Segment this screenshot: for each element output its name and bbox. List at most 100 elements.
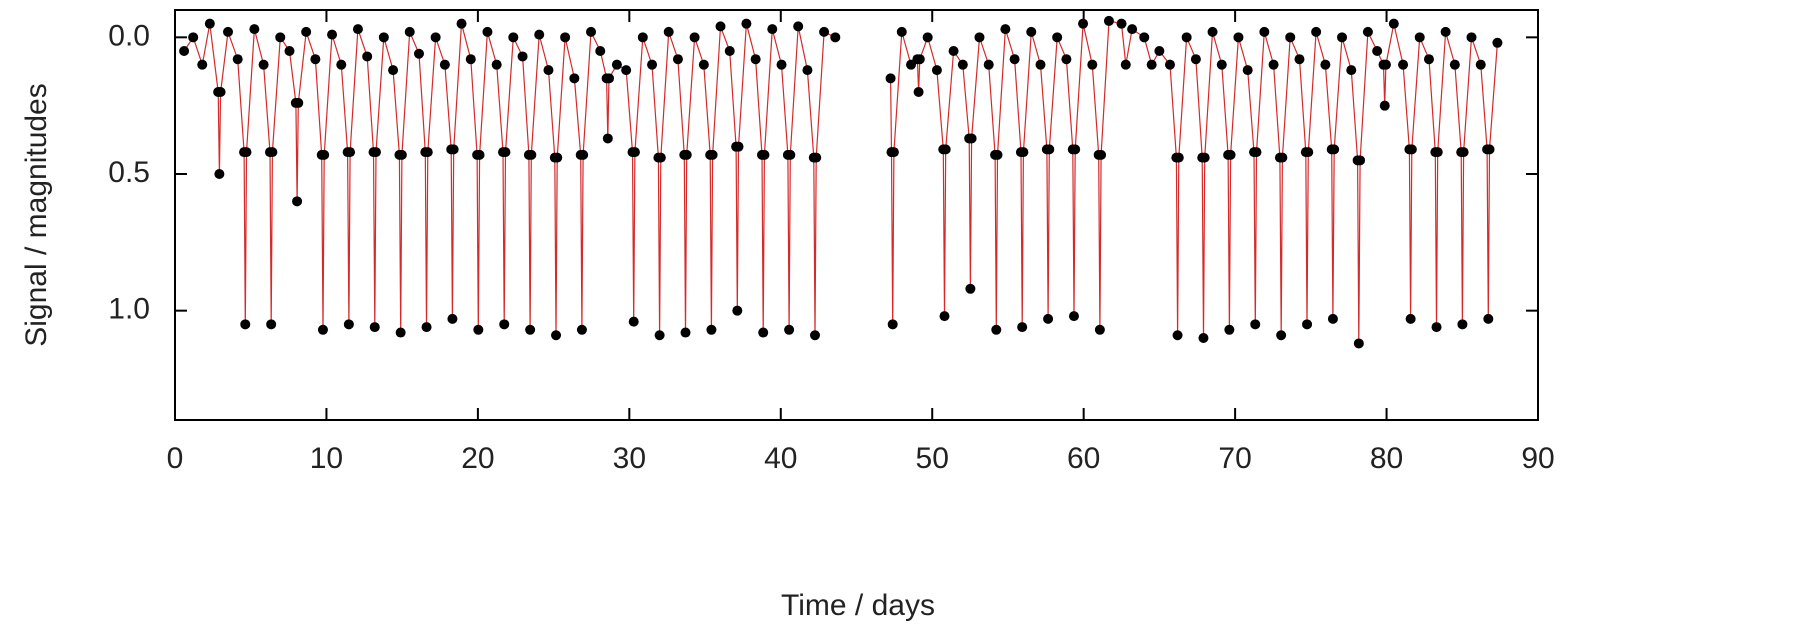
data-point: [396, 149, 407, 160]
data-point: [1233, 32, 1244, 43]
data-point: [1268, 59, 1279, 70]
data-point: [1070, 144, 1081, 155]
data-point: [1302, 319, 1313, 330]
data-point: [1127, 24, 1138, 35]
data-point: [715, 21, 726, 32]
data-point: [1224, 324, 1235, 335]
data-point: [939, 311, 950, 322]
data-point: [525, 324, 536, 335]
data-point: [362, 51, 373, 62]
data-point: [551, 330, 562, 341]
data-point: [301, 26, 312, 37]
data-point: [655, 152, 666, 163]
data-point: [707, 149, 718, 160]
data-point: [204, 18, 215, 29]
data-point: [811, 152, 822, 163]
data-point: [1087, 59, 1098, 70]
data-point: [940, 144, 951, 155]
plot-frame: [174, 9, 1539, 421]
data-point: [785, 149, 796, 160]
data-point: [750, 54, 761, 65]
data-point: [474, 149, 485, 160]
data-point: [284, 46, 295, 56]
data-point: [491, 59, 502, 70]
data-point: [974, 32, 985, 43]
data-point: [604, 73, 615, 84]
data-point: [232, 54, 243, 65]
data-point: [404, 26, 415, 37]
data-point: [1018, 147, 1029, 158]
data-point: [1398, 59, 1409, 70]
data-point: [543, 65, 554, 76]
data-point: [1379, 100, 1390, 111]
data-point: [345, 147, 356, 158]
data-point: [965, 283, 976, 294]
data-point: [1449, 59, 1460, 70]
data-point: [957, 59, 968, 70]
data-point: [430, 32, 441, 43]
data-point: [1431, 322, 1442, 333]
data-point: [1139, 32, 1150, 43]
data-point: [733, 141, 744, 152]
data-point: [1492, 37, 1503, 48]
data-point: [560, 32, 571, 43]
data-point: [413, 48, 424, 59]
data-point: [482, 26, 493, 37]
data-point: [327, 29, 338, 40]
data-point: [215, 87, 226, 97]
data-point: [1044, 144, 1055, 155]
data-point: [983, 59, 994, 70]
x-axis-title: Time / days: [781, 589, 935, 622]
data-point: [914, 54, 925, 65]
data-point: [689, 32, 700, 43]
data-point: [534, 29, 545, 40]
data-point: [188, 32, 199, 43]
data-point: [1199, 152, 1210, 163]
data-point: [1483, 313, 1494, 324]
data-point: [293, 97, 304, 108]
data-point: [370, 147, 381, 158]
data-point: [992, 149, 1003, 160]
data-point: [336, 59, 347, 70]
data-point: [758, 327, 769, 338]
data-point: [991, 324, 1002, 335]
data-point: [1303, 147, 1314, 158]
data-point: [602, 133, 613, 144]
data-point: [275, 32, 286, 43]
data-point: [369, 322, 380, 333]
data-point: [499, 319, 510, 330]
data-point: [266, 319, 277, 330]
data-point: [1405, 313, 1416, 324]
data-point: [421, 322, 432, 333]
x-tick-label: 50: [916, 442, 949, 475]
data-point: [1078, 18, 1089, 29]
data-point: [586, 26, 597, 37]
data-point: [1251, 147, 1262, 158]
data-point: [526, 149, 537, 160]
data-point: [1337, 32, 1348, 43]
x-tick-label: 0: [167, 442, 184, 475]
data-point: [654, 330, 665, 341]
data-point: [1406, 144, 1417, 155]
data-point: [240, 319, 251, 330]
data-point: [1277, 152, 1288, 163]
data-point: [241, 147, 252, 158]
data-point: [1216, 59, 1227, 70]
data-point: [1181, 32, 1192, 43]
data-point: [672, 54, 683, 65]
data-point: [310, 54, 321, 65]
data-point: [576, 324, 587, 335]
data-point: [1440, 26, 1451, 37]
data-point: [1276, 330, 1287, 341]
light-curve-line: [890, 20, 1498, 344]
data-point: [578, 149, 589, 160]
data-point: [1466, 32, 1477, 43]
data-point: [621, 65, 632, 76]
data-point: [1173, 152, 1184, 163]
data-point: [292, 196, 303, 207]
data-point: [569, 73, 580, 84]
data-point: [637, 32, 648, 43]
data-point: [810, 330, 821, 341]
data-point: [647, 59, 658, 70]
